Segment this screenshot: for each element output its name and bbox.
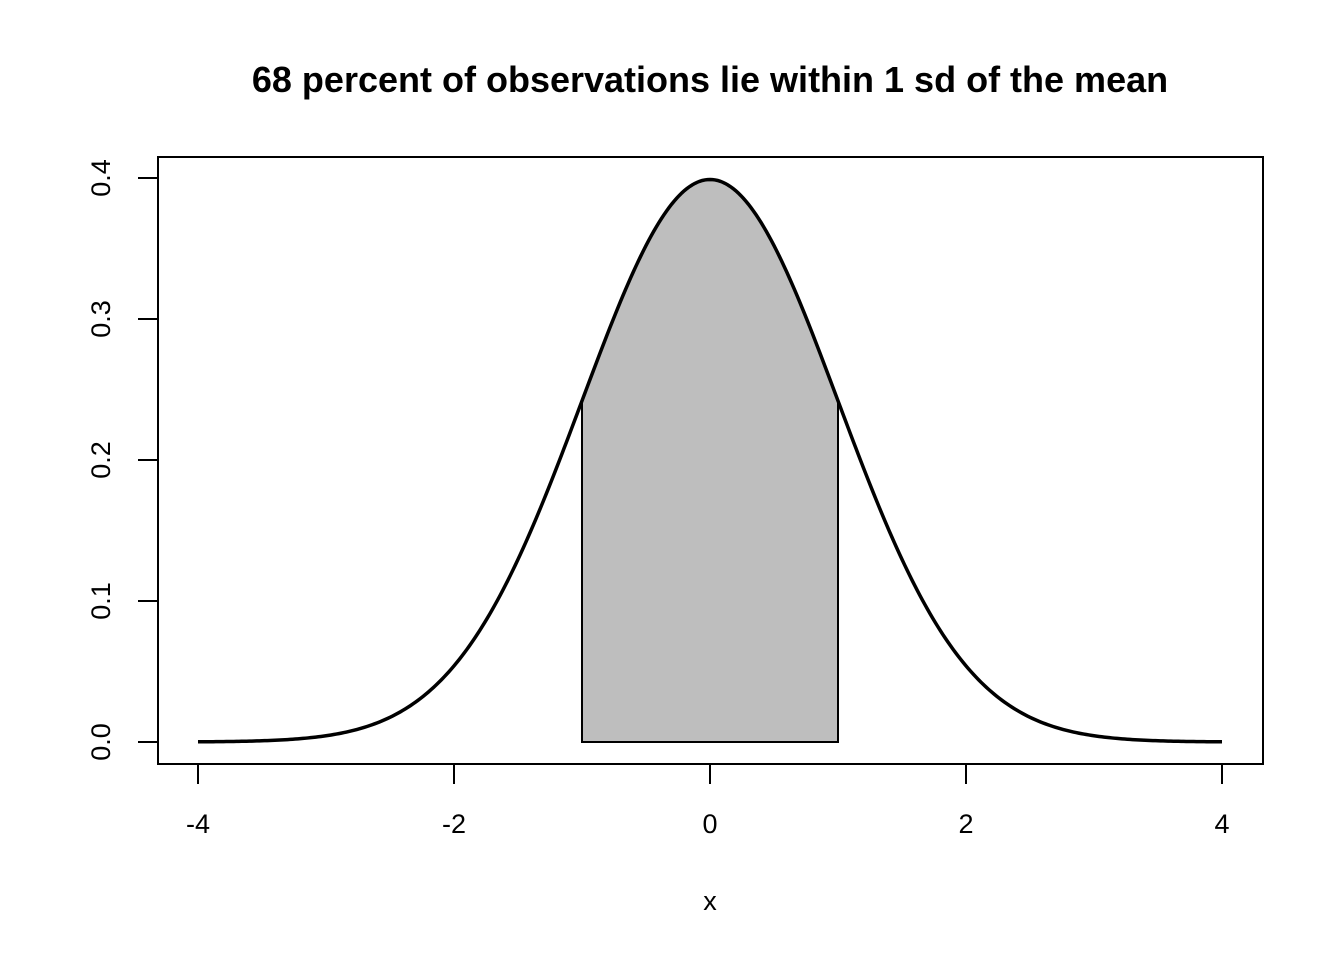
x-tick-label: 4 (1214, 809, 1229, 839)
y-tick-label: 0.4 (86, 159, 116, 197)
density-curve (197, 177, 1223, 744)
x-axis: -4 -2 0 2 4 (186, 763, 1230, 839)
y-tick-label: 0.0 (86, 723, 116, 761)
y-tick-label: 0.1 (86, 582, 116, 620)
x-tick-label: 0 (702, 809, 717, 839)
y-tick-label: 0.3 (86, 300, 116, 338)
shaded-region-one-sd (581, 178, 839, 743)
x-axis-label: x (703, 886, 717, 916)
y-axis: 0.0 0.1 0.2 0.3 0.4 (86, 159, 159, 761)
chart-title: 68 percent of observations lie within 1 … (252, 59, 1168, 100)
y-tick-label: 0.2 (86, 441, 116, 479)
x-tick-label: 2 (958, 809, 973, 839)
x-tick-label: -2 (442, 809, 466, 839)
x-tick-label: -4 (186, 809, 210, 839)
